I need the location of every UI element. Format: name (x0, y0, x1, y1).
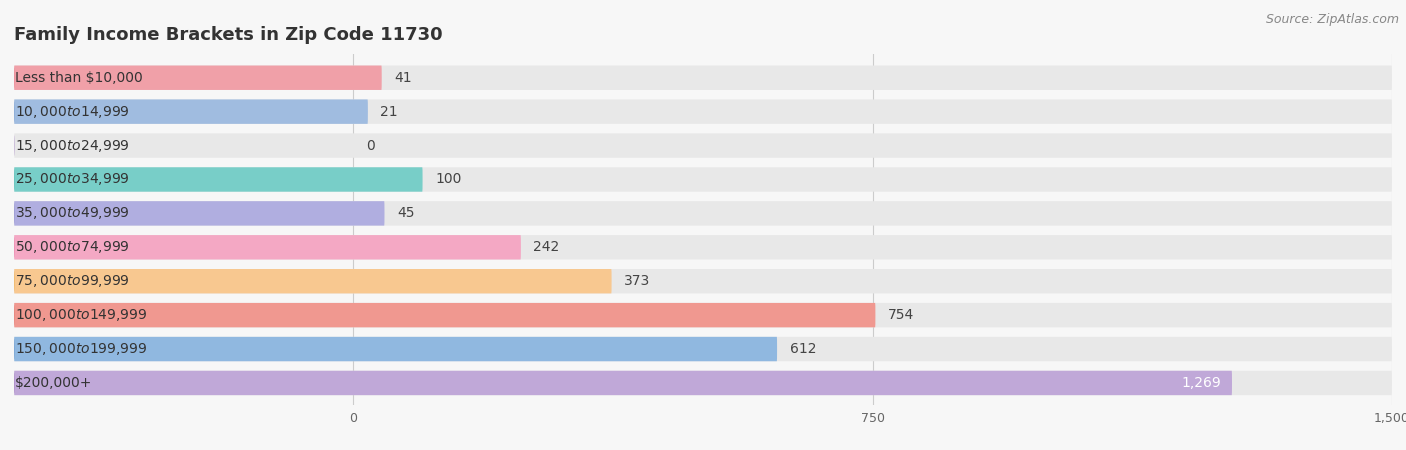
Text: 45: 45 (396, 207, 415, 220)
Text: Less than $10,000: Less than $10,000 (14, 71, 142, 85)
FancyBboxPatch shape (14, 337, 1392, 361)
Text: 754: 754 (887, 308, 914, 322)
Text: $200,000+: $200,000+ (14, 376, 91, 390)
Text: $75,000 to $99,999: $75,000 to $99,999 (14, 273, 129, 289)
FancyBboxPatch shape (14, 99, 368, 124)
Text: $15,000 to $24,999: $15,000 to $24,999 (14, 138, 129, 153)
Text: $150,000 to $199,999: $150,000 to $199,999 (14, 341, 148, 357)
FancyBboxPatch shape (14, 235, 520, 260)
FancyBboxPatch shape (14, 269, 612, 293)
FancyBboxPatch shape (14, 66, 1392, 90)
FancyBboxPatch shape (14, 303, 876, 327)
Text: $100,000 to $149,999: $100,000 to $149,999 (14, 307, 148, 323)
Text: 373: 373 (624, 274, 651, 288)
FancyBboxPatch shape (14, 371, 1392, 395)
Text: 0: 0 (366, 139, 374, 153)
FancyBboxPatch shape (14, 167, 423, 192)
FancyBboxPatch shape (14, 201, 384, 225)
Text: Source: ZipAtlas.com: Source: ZipAtlas.com (1265, 14, 1399, 27)
FancyBboxPatch shape (14, 201, 1392, 225)
FancyBboxPatch shape (14, 337, 778, 361)
Text: $35,000 to $49,999: $35,000 to $49,999 (14, 205, 129, 221)
Text: 242: 242 (533, 240, 560, 254)
Text: $50,000 to $74,999: $50,000 to $74,999 (14, 239, 129, 255)
Text: 1,269: 1,269 (1182, 376, 1222, 390)
FancyBboxPatch shape (14, 235, 1392, 260)
FancyBboxPatch shape (14, 303, 1392, 327)
FancyBboxPatch shape (14, 66, 381, 90)
FancyBboxPatch shape (14, 371, 1232, 395)
FancyBboxPatch shape (14, 133, 1392, 158)
Text: $10,000 to $14,999: $10,000 to $14,999 (14, 104, 129, 120)
FancyBboxPatch shape (14, 99, 1392, 124)
FancyBboxPatch shape (14, 269, 1392, 293)
Text: 41: 41 (394, 71, 412, 85)
Text: $25,000 to $34,999: $25,000 to $34,999 (14, 171, 129, 188)
FancyBboxPatch shape (14, 167, 1392, 192)
Text: 100: 100 (434, 172, 461, 186)
Text: 21: 21 (381, 105, 398, 119)
Text: Family Income Brackets in Zip Code 11730: Family Income Brackets in Zip Code 11730 (14, 26, 443, 44)
Text: 612: 612 (790, 342, 815, 356)
